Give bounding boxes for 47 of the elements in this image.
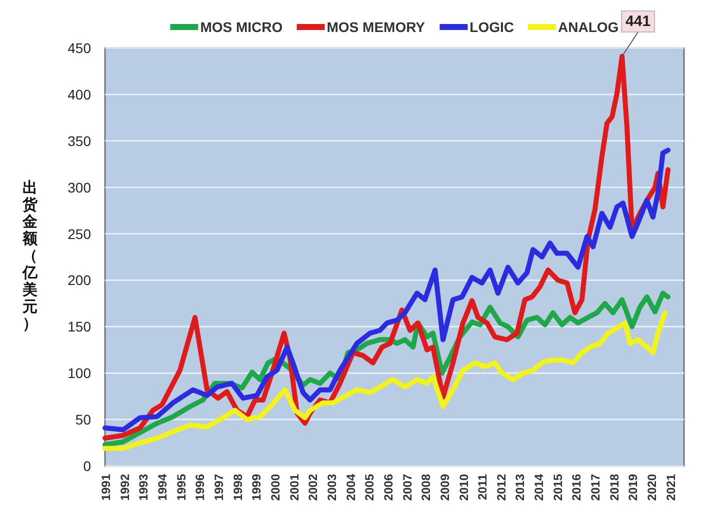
x-tick-label: 2007 xyxy=(400,474,414,501)
x-tick-label: 2004 xyxy=(344,474,358,501)
y-tick-label: 0 xyxy=(83,458,92,474)
x-tick-label: 2014 xyxy=(532,474,546,501)
legend-label: MOS MICRO xyxy=(200,19,283,35)
x-tick-label: 1992 xyxy=(118,474,132,501)
x-tick-label: 2013 xyxy=(513,474,528,501)
x-tick-label: 1991 xyxy=(99,474,113,501)
x-tick-label: 1993 xyxy=(136,474,151,501)
x-tick-label: 2006 xyxy=(381,474,396,501)
x-tick-label: 1999 xyxy=(250,474,264,501)
x-tick-label: 2017 xyxy=(588,474,603,501)
x-tick-label: 1996 xyxy=(193,474,208,501)
x-tick-label: 2021 xyxy=(664,474,678,501)
y-tick-label: 350 xyxy=(68,132,92,149)
x-tick-label: 2001 xyxy=(287,474,302,501)
text: 出货金额（亿美元） xyxy=(22,180,38,332)
x-tick-label: 2010 xyxy=(456,474,471,501)
y-tick-label: 150 xyxy=(68,318,92,335)
legend-label: LOGIC xyxy=(470,19,514,35)
x-tick-label: 1998 xyxy=(230,474,245,501)
x-tick-label: 1997 xyxy=(212,474,226,501)
x-tick-label: 1995 xyxy=(174,474,188,501)
x-tick-label: 2005 xyxy=(362,474,377,501)
x-tick-label: 2020 xyxy=(645,474,660,501)
y-tick-label: 50 xyxy=(75,412,92,428)
x-tick-label: 2009 xyxy=(438,474,452,501)
x-tick-label: 1994 xyxy=(155,474,170,501)
x-tick-label: 2002 xyxy=(306,474,320,501)
x-tick-label: 2011 xyxy=(476,474,490,500)
x-tick-label: 2015 xyxy=(550,474,565,501)
y-tick-label: 250 xyxy=(68,226,92,242)
y-tick-label: 400 xyxy=(68,86,92,102)
legend-label: ANALOG xyxy=(558,19,619,35)
y-tick-label: 300 xyxy=(68,179,92,196)
x-tick-label: 2008 xyxy=(419,474,434,501)
x-tick-label: 2003 xyxy=(324,474,339,501)
x-tick-label: 2019 xyxy=(626,474,640,501)
x-tick-label: 2018 xyxy=(607,474,622,501)
x-tick-label: 2012 xyxy=(494,474,508,501)
y-tick-label: 100 xyxy=(68,365,92,382)
y-tick-label: 450 xyxy=(68,40,92,56)
x-tick-label: 2000 xyxy=(268,474,282,501)
x-tick-label: 2016 xyxy=(570,474,584,501)
annotation: 441 xyxy=(626,13,651,30)
legend-label: MOS MEMORY xyxy=(326,19,426,35)
y-tick-label: 200 xyxy=(68,272,92,288)
